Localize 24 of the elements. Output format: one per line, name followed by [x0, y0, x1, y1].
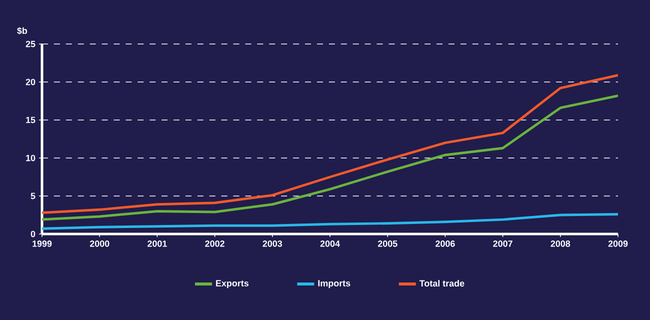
x-tick-label: 2000 — [90, 240, 110, 247]
x-tick-label: 2003 — [262, 240, 282, 247]
y-tick-label: 20 — [26, 78, 36, 86]
x-tick-label: 2004 — [320, 240, 340, 247]
y-axis-title: $b — [17, 27, 28, 35]
legend-label: Exports — [216, 280, 248, 288]
legend-label: Imports — [318, 280, 350, 288]
x-tick-label: 1999 — [32, 240, 52, 247]
y-tick-label: 5 — [30, 192, 36, 200]
legend-label: Total trade — [419, 280, 464, 287]
y-tick-label: 10 — [26, 154, 36, 162]
x-tick-label: 2001 — [148, 240, 167, 247]
line-series — [42, 94, 618, 221]
y-tick-label: 0 — [30, 230, 36, 238]
line-series — [42, 212, 618, 230]
x-tick-label: 2009 — [608, 240, 628, 247]
x-tick-label: 2008 — [550, 240, 570, 247]
line-series — [42, 74, 618, 214]
x-tick-label: 2005 — [378, 240, 398, 247]
y-tick-label: 15 — [26, 116, 36, 124]
x-tick-label: 2006 — [436, 240, 455, 247]
y-tick-label: 25 — [26, 40, 36, 48]
x-tick-label: 2007 — [493, 240, 512, 247]
x-tick-label: 2002 — [205, 240, 224, 247]
